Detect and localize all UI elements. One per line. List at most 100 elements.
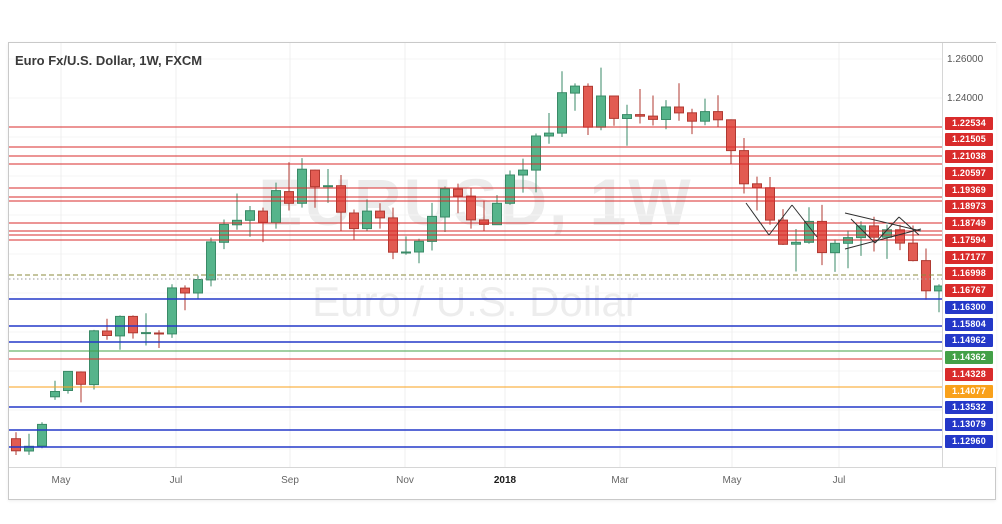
price-level-label: 1.16300 <box>945 300 993 314</box>
trendline-drawing[interactable] <box>850 218 876 244</box>
candle-body <box>635 114 645 117</box>
candle-body <box>76 371 86 385</box>
trendline-drawing[interactable] <box>844 228 922 250</box>
price-axis[interactable]: 1.26000 1.24000 1.22534 1.21505 1.21038 1.205… <box>942 43 996 467</box>
candle-body <box>141 332 151 335</box>
candle-body <box>245 210 255 221</box>
price-level-label: 1.12960 <box>945 434 993 448</box>
candle-body <box>102 330 112 336</box>
candle-body <box>544 132 554 137</box>
price-level-label: 1.18973 <box>945 200 993 214</box>
candle-body <box>583 85 593 128</box>
candle-body <box>206 241 216 281</box>
price-level-label: 1.13532 <box>945 401 993 415</box>
candle-body <box>414 240 424 253</box>
candle-body <box>596 95 606 128</box>
candle-body <box>128 315 138 334</box>
candle-body <box>531 135 541 171</box>
candle-body <box>557 92 567 134</box>
candle-body <box>453 188 463 197</box>
candle-body <box>466 195 476 221</box>
candle-body <box>492 202 502 226</box>
candle-body <box>89 330 99 386</box>
price-level-label: 1.13079 <box>945 418 993 431</box>
candle-body <box>440 188 450 218</box>
candle-body <box>856 225 866 239</box>
time-axis-label: Mar <box>611 475 629 486</box>
candle-body <box>297 168 307 204</box>
candle-body <box>687 112 697 122</box>
trendline-drawing[interactable] <box>768 204 793 236</box>
price-level-label: 1.18749 <box>945 217 993 230</box>
price-level-label: 1.21505 <box>945 133 993 147</box>
candle-body <box>349 212 359 230</box>
candle-body <box>830 242 840 254</box>
time-axis-label-year: 2018 <box>493 475 517 486</box>
candle-body <box>193 279 203 294</box>
price-level-label: 1.19369 <box>945 183 993 197</box>
candle-body <box>934 285 942 292</box>
trendline-drawing[interactable] <box>745 202 770 236</box>
candle-body <box>609 95 619 119</box>
candle-body <box>167 287 177 335</box>
price-level-label: 1.15804 <box>945 317 993 331</box>
candle-body <box>921 260 931 292</box>
candle-body <box>401 251 411 254</box>
price-level-label: 1.14328 <box>945 367 993 381</box>
price-level-label: 1.21038 <box>945 150 993 163</box>
price-level-label: 1.20597 <box>945 166 993 180</box>
price-axis-tick: 1.24000 <box>947 93 984 104</box>
time-axis-label: Sep <box>281 475 299 486</box>
candles <box>11 67 942 455</box>
candlestick-chart-canvas[interactable] <box>9 43 942 467</box>
candle-body <box>817 220 827 254</box>
candle-body <box>180 287 190 294</box>
candle-body <box>791 241 801 245</box>
candle-body <box>37 423 47 447</box>
price-level-label: 1.14077 <box>945 384 993 398</box>
candle-body <box>804 220 814 243</box>
candle-body <box>895 229 905 244</box>
price-level-label: 1.14362 <box>945 351 993 364</box>
chart-panel: EURUSD, 1W Euro / U.S. Dollar Euro Fx/U.… <box>8 42 996 500</box>
price-level-label: 1.14962 <box>945 334 993 348</box>
candle-body <box>661 106 671 120</box>
price-level-label: 1.22534 <box>945 116 993 130</box>
chart-title: Euro Fx/U.S. Dollar, 1W, FXCM <box>15 53 203 68</box>
candle-body <box>648 115 658 120</box>
candle-body <box>258 210 268 223</box>
candle-body <box>726 119 736 152</box>
candle-body <box>219 223 229 243</box>
candle-body <box>63 370 73 391</box>
candle-body <box>375 210 385 219</box>
candle-body <box>778 219 788 245</box>
trendline-drawing[interactable] <box>874 216 900 244</box>
candle-body <box>908 242 918 262</box>
candle-body <box>479 219 489 225</box>
candle-body <box>362 210 372 230</box>
time-axis-label: May <box>51 475 71 486</box>
price-level-label: 1.17594 <box>945 233 993 247</box>
candle-body <box>271 190 281 224</box>
price-level-label: 1.16767 <box>945 284 993 297</box>
candle-body <box>700 111 710 122</box>
price-level-label: 1.17177 <box>945 250 993 264</box>
plot-area[interactable]: EURUSD, 1W Euro / U.S. Dollar Euro Fx/U.… <box>9 43 942 467</box>
candle-body <box>739 150 749 185</box>
candle-body <box>674 106 684 114</box>
trendline-drawing[interactable] <box>898 216 920 236</box>
candle-body <box>752 183 762 189</box>
time-axis-label: Jul <box>169 475 183 486</box>
trendline-drawing[interactable] <box>844 212 922 232</box>
candle-body <box>570 85 580 94</box>
price-axis-tick: 1.26000 <box>947 54 984 65</box>
trendline-drawing[interactable] <box>791 204 818 238</box>
time-axis-label: Jul <box>832 475 846 486</box>
candle-body <box>622 114 632 119</box>
candle-body <box>323 185 333 188</box>
candle-body <box>713 111 723 121</box>
watermark: EURUSD, 1W Euro / U.S. Dollar <box>9 43 942 467</box>
time-axis[interactable]: May Jul Sep Nov 2018 Mar May Jul <box>9 467 995 499</box>
candle-body <box>427 215 437 242</box>
